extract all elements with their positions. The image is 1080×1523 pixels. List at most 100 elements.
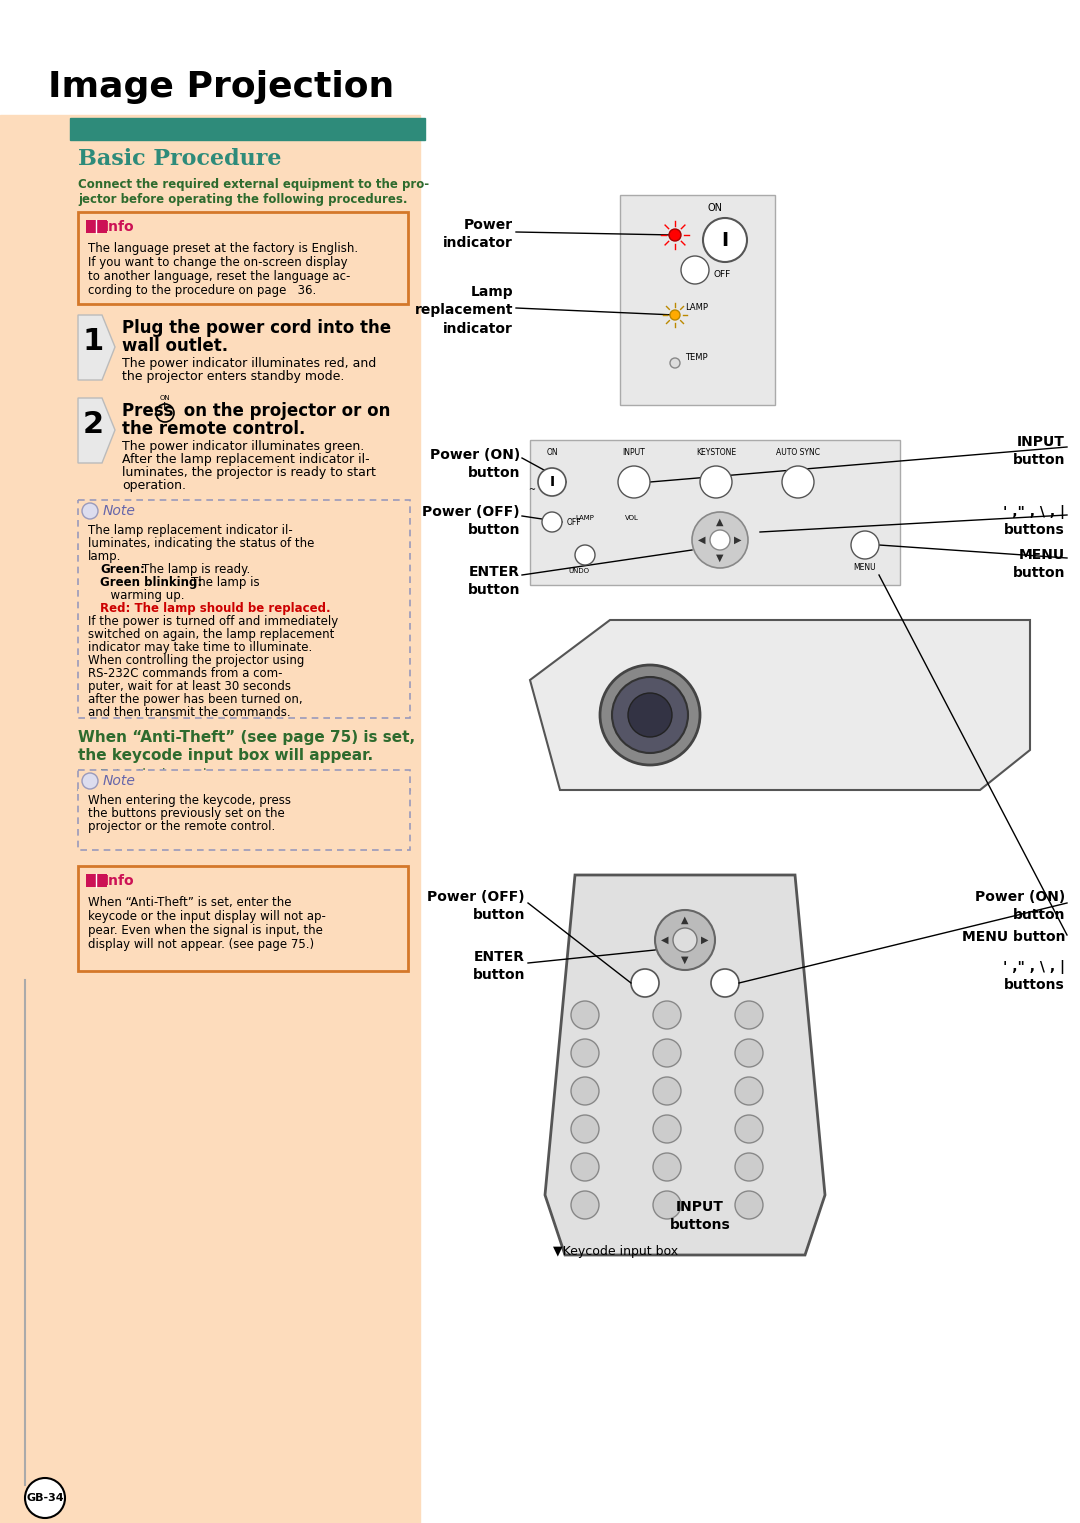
- Text: Power (OFF)
button: Power (OFF) button: [428, 889, 525, 923]
- Text: MENU: MENU: [853, 564, 876, 573]
- Circle shape: [735, 1191, 762, 1218]
- Text: Connect the required external equipment to the pro-: Connect the required external equipment …: [78, 178, 429, 190]
- Text: ◀: ◀: [699, 535, 705, 545]
- Circle shape: [571, 1115, 599, 1142]
- Text: INPUT
button: INPUT button: [1013, 436, 1065, 468]
- Circle shape: [669, 228, 681, 241]
- Bar: [86, 874, 96, 886]
- Circle shape: [627, 693, 672, 737]
- Circle shape: [851, 532, 879, 559]
- Text: cording to the procedure on page   36.: cording to the procedure on page 36.: [87, 283, 316, 297]
- Circle shape: [653, 1039, 681, 1068]
- Circle shape: [735, 1153, 762, 1180]
- Circle shape: [673, 928, 697, 952]
- Text: Power
indicator: Power indicator: [443, 218, 513, 250]
- Text: The language preset at the factory is English.: The language preset at the factory is En…: [87, 242, 359, 254]
- Text: When “Anti-Theft” (see page 75) is set,: When “Anti-Theft” (see page 75) is set,: [78, 730, 415, 745]
- Text: luminates, indicating the status of the: luminates, indicating the status of the: [87, 538, 314, 550]
- Circle shape: [735, 1001, 762, 1030]
- Circle shape: [571, 1077, 599, 1106]
- Circle shape: [612, 678, 688, 752]
- Text: the buttons previously set on the: the buttons previously set on the: [87, 807, 285, 819]
- Text: MENU button: MENU button: [961, 931, 1065, 944]
- Text: ' ," , \ , |
buttons: ' ," , \ , | buttons: [1003, 506, 1065, 538]
- Text: ▼: ▼: [716, 553, 724, 564]
- Circle shape: [571, 1039, 599, 1068]
- Text: AUTO SYNC: AUTO SYNC: [777, 448, 820, 457]
- Text: ▲: ▲: [716, 516, 724, 527]
- Text: RS-232C commands from a com-: RS-232C commands from a com-: [87, 667, 283, 679]
- Text: on the projector or on: on the projector or on: [178, 402, 390, 420]
- Circle shape: [538, 468, 566, 496]
- Text: When “Anti-Theft” is set, enter the: When “Anti-Theft” is set, enter the: [87, 896, 292, 909]
- Text: Plug the power cord into the: Plug the power cord into the: [122, 318, 391, 337]
- Circle shape: [692, 512, 748, 568]
- Text: projector or the remote control.: projector or the remote control.: [87, 819, 275, 833]
- Text: the keycode input box will appear.: the keycode input box will appear.: [78, 748, 373, 763]
- Text: ▼Keycode input box: ▼Keycode input box: [553, 1244, 678, 1258]
- Polygon shape: [530, 620, 1030, 790]
- Circle shape: [782, 466, 814, 498]
- Circle shape: [735, 1077, 762, 1106]
- Text: The power indicator illuminates green.: The power indicator illuminates green.: [122, 440, 364, 452]
- Text: ON: ON: [160, 394, 171, 401]
- Text: 1: 1: [82, 327, 104, 356]
- Bar: [78, 867, 408, 972]
- Circle shape: [654, 911, 715, 970]
- Text: Power (ON)
button: Power (ON) button: [430, 448, 519, 480]
- Text: LAMP: LAMP: [575, 515, 594, 521]
- Circle shape: [542, 512, 562, 532]
- Text: switched on again, the lamp replacement: switched on again, the lamp replacement: [87, 627, 335, 641]
- Text: KEYSTONE: KEYSTONE: [696, 448, 737, 457]
- Text: indicator may take time to illuminate.: indicator may take time to illuminate.: [87, 641, 312, 653]
- Text: display will not appear. (see page 75.): display will not appear. (see page 75.): [87, 938, 314, 950]
- Text: OFF: OFF: [713, 270, 730, 279]
- Text: LAMP: LAMP: [685, 303, 708, 312]
- Circle shape: [653, 1001, 681, 1030]
- Text: Power (ON)
button: Power (ON) button: [975, 889, 1065, 923]
- Circle shape: [82, 503, 98, 519]
- Bar: [530, 440, 900, 585]
- Circle shape: [653, 1191, 681, 1218]
- Text: ▶: ▶: [701, 935, 708, 944]
- Text: When controlling the projector using: When controlling the projector using: [87, 653, 305, 667]
- Bar: [620, 195, 775, 405]
- Circle shape: [618, 466, 650, 498]
- Text: The lamp replacement indicator il-: The lamp replacement indicator il-: [87, 524, 293, 538]
- Text: Enter the keycode.: Enter the keycode.: [100, 768, 218, 781]
- Polygon shape: [78, 315, 114, 381]
- Text: When entering the keycode, press: When entering the keycode, press: [87, 793, 291, 807]
- Polygon shape: [545, 876, 825, 1255]
- Text: luminates, the projector is ready to start: luminates, the projector is ready to sta…: [122, 466, 376, 480]
- Bar: [0, 116, 420, 1523]
- Text: GB-34: GB-34: [26, 1493, 64, 1503]
- Text: After the lamp replacement indicator il-: After the lamp replacement indicator il-: [122, 452, 369, 466]
- Circle shape: [25, 1477, 65, 1518]
- Circle shape: [653, 1153, 681, 1180]
- Text: jector before operating the following procedures.: jector before operating the following pr…: [78, 193, 407, 206]
- Text: after the power has been turned on,: after the power has been turned on,: [87, 693, 302, 707]
- Circle shape: [703, 218, 747, 262]
- Bar: [86, 219, 96, 233]
- Text: to another language, reset the language ac-: to another language, reset the language …: [87, 270, 350, 283]
- Text: ENTER
button: ENTER button: [473, 950, 525, 982]
- Text: MENU
button: MENU button: [1013, 548, 1065, 580]
- Text: The lamp is ready.: The lamp is ready.: [141, 564, 251, 576]
- Text: the projector enters standby mode.: the projector enters standby mode.: [122, 370, 345, 382]
- Text: Red: The lamp should be replaced.: Red: The lamp should be replaced.: [100, 602, 330, 615]
- Bar: [78, 771, 410, 850]
- Text: Info: Info: [104, 874, 135, 888]
- Text: ▼: ▼: [681, 955, 689, 966]
- Text: the remote control.: the remote control.: [122, 420, 306, 439]
- Circle shape: [82, 774, 98, 789]
- Polygon shape: [78, 398, 114, 463]
- Text: If the power is turned off and immediately: If the power is turned off and immediate…: [87, 615, 338, 627]
- Circle shape: [653, 1115, 681, 1142]
- Text: Image Projection: Image Projection: [48, 70, 394, 104]
- Text: I: I: [721, 230, 729, 250]
- Bar: [78, 500, 410, 717]
- Text: lamp.: lamp.: [87, 550, 121, 564]
- Circle shape: [681, 256, 708, 283]
- Text: Note: Note: [103, 774, 136, 787]
- Text: UNDO: UNDO: [568, 568, 589, 574]
